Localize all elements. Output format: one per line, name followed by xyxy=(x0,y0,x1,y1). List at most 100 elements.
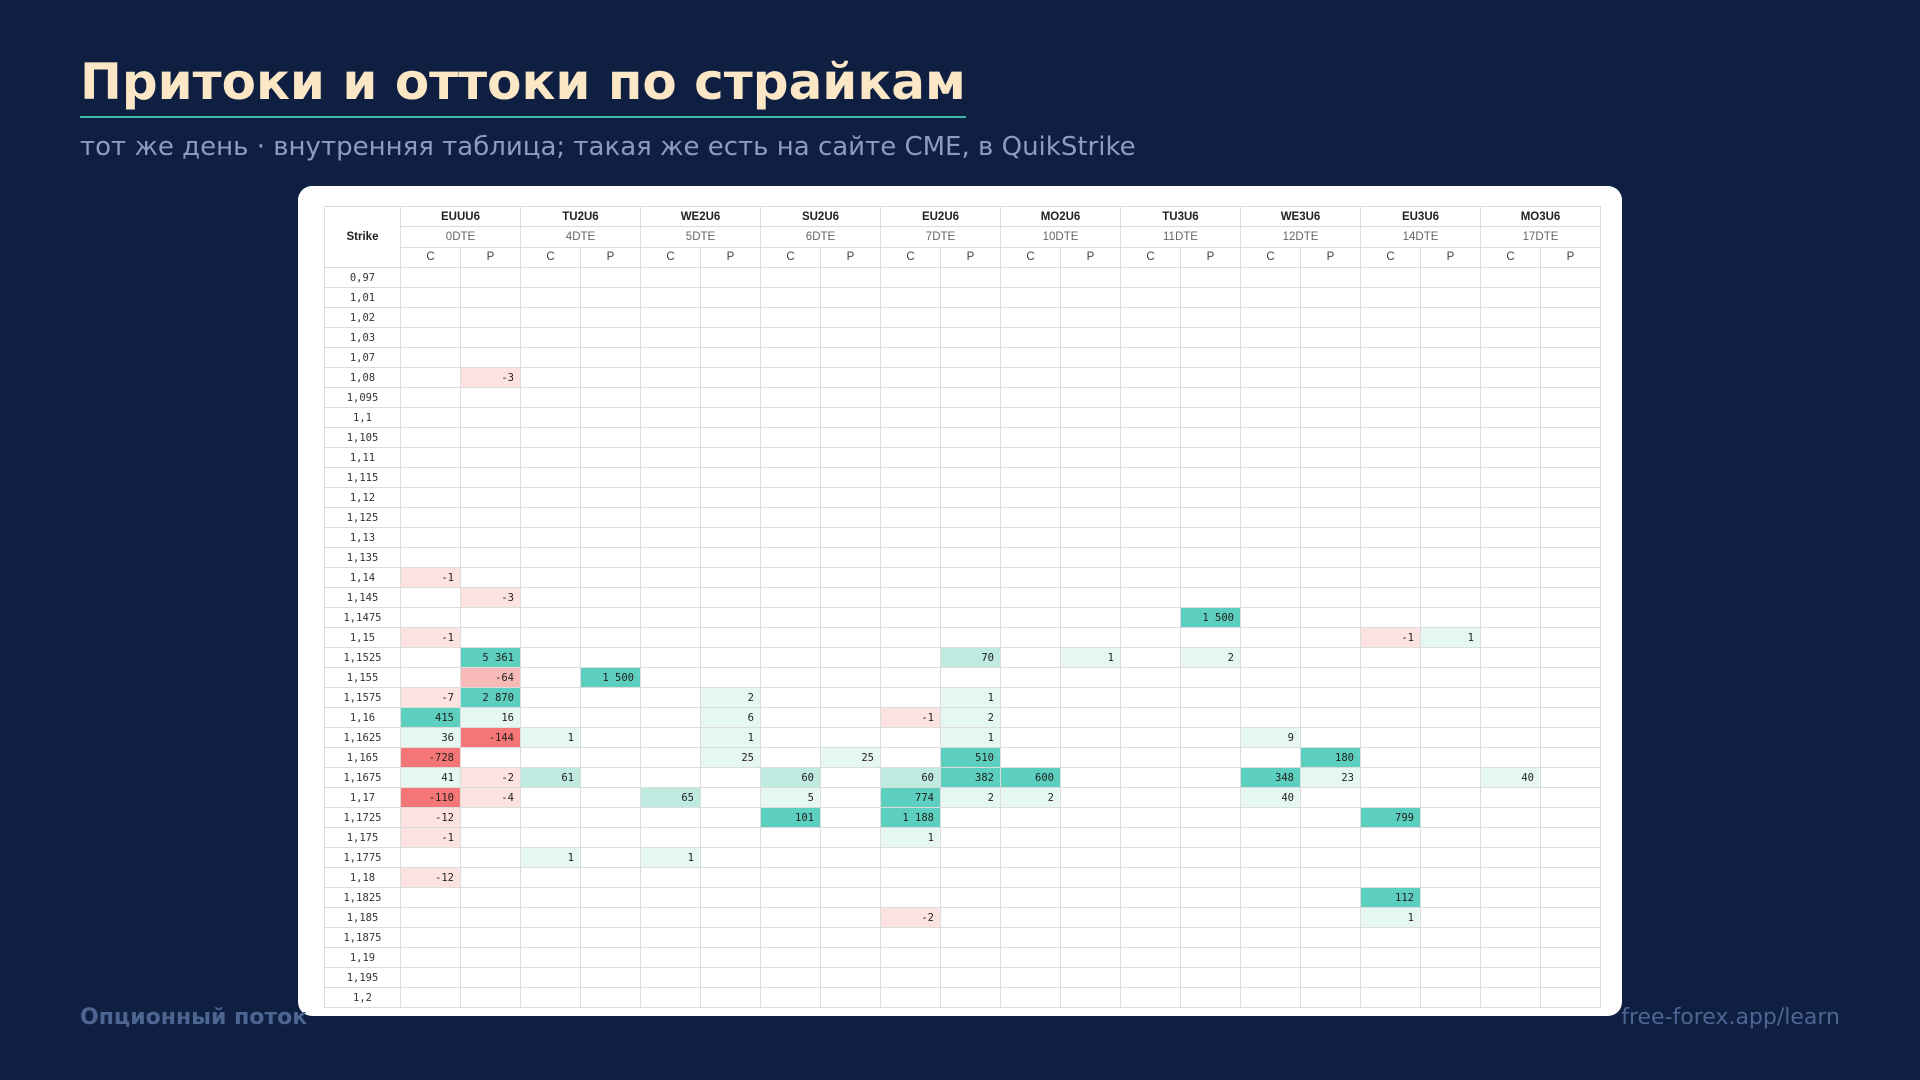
flow-cell: 1 xyxy=(940,687,1001,708)
flow-cell xyxy=(940,487,1001,508)
flow-cell xyxy=(1360,967,1421,988)
flow-cell xyxy=(1240,587,1301,608)
flow-cell xyxy=(940,907,1001,928)
table-row: 1,01 xyxy=(324,287,1601,308)
flow-cell xyxy=(460,407,521,428)
flow-cell xyxy=(580,287,641,308)
flow-cell xyxy=(880,447,941,468)
flow-cell xyxy=(520,787,581,808)
flow-cell xyxy=(1300,507,1361,528)
table-row: 1,03 xyxy=(324,327,1601,348)
flow-cell xyxy=(1000,747,1061,768)
flow-cell xyxy=(700,907,761,928)
flow-cell xyxy=(640,907,701,928)
table-row: 1,18 -12 xyxy=(324,867,1601,888)
flow-cell: 25 xyxy=(700,747,761,768)
table-row: 1,1675 41 -2 61 60 60 382 600 348 23 40 xyxy=(324,767,1601,788)
flow-cell xyxy=(700,927,761,948)
strike-cell: 1,07 xyxy=(324,347,401,368)
flow-cell: -4 xyxy=(460,787,521,808)
strike-cell: 1,1625 xyxy=(324,727,401,748)
flow-cell xyxy=(1240,707,1301,728)
flow-cell xyxy=(760,927,821,948)
flow-cell xyxy=(1540,447,1601,468)
expiry-dte-header: 4DTE xyxy=(520,226,641,248)
flow-cell xyxy=(820,587,881,608)
flow-cell xyxy=(1060,347,1121,368)
table-row: 0,97 xyxy=(324,267,1601,288)
strike-cell: 1,165 xyxy=(324,747,401,768)
table-row: 1,1525 5 361 70 1 2 xyxy=(324,647,1601,668)
flow-cell xyxy=(880,627,941,648)
flow-cell xyxy=(460,487,521,508)
flow-cell xyxy=(880,587,941,608)
footer-link[interactable]: free-forex.app/learn xyxy=(1621,1005,1840,1030)
flow-cell xyxy=(1060,727,1121,748)
flow-cell xyxy=(1420,727,1481,748)
flow-cell xyxy=(1360,387,1421,408)
table-row: 1,1625 36 -144 1 1 1 9 xyxy=(324,727,1601,748)
flow-cell xyxy=(760,587,821,608)
flow-cell: -2 xyxy=(460,767,521,788)
flow-cell xyxy=(1420,867,1481,888)
flow-cell xyxy=(1360,927,1421,948)
flow-cell xyxy=(1060,407,1121,428)
flow-cell xyxy=(700,827,761,848)
flow-cell xyxy=(940,527,1001,548)
flow-cell xyxy=(520,347,581,368)
flow-cell xyxy=(1480,887,1541,908)
flow-cell xyxy=(640,307,701,328)
flow-cell xyxy=(1300,807,1361,828)
flow-cell xyxy=(1000,367,1061,388)
flow-cell xyxy=(1240,647,1301,668)
strike-cell: 1,1525 xyxy=(324,647,401,668)
put-column-header: P xyxy=(1540,246,1601,269)
flow-cell xyxy=(940,387,1001,408)
flow-cell xyxy=(820,407,881,428)
flow-cell xyxy=(1240,487,1301,508)
flow-cell: 16 xyxy=(460,707,521,728)
flow-cell xyxy=(1420,487,1481,508)
flow-cell xyxy=(1360,327,1421,348)
flow-cell xyxy=(1180,827,1241,848)
flow-cell xyxy=(1060,567,1121,588)
flow-cell xyxy=(1120,627,1181,648)
flow-cell xyxy=(880,287,941,308)
flow-cell xyxy=(1420,907,1481,928)
strike-cell: 1,19 xyxy=(324,947,401,968)
flow-cell xyxy=(820,467,881,488)
flow-cell: -728 xyxy=(400,747,461,768)
flow-cell xyxy=(1060,447,1121,468)
flow-cell xyxy=(1240,887,1301,908)
flow-cell xyxy=(1180,407,1241,428)
flow-cell xyxy=(1540,267,1601,288)
flow-cell xyxy=(1360,547,1421,568)
flow-cell xyxy=(1180,627,1241,648)
flow-cell xyxy=(1540,727,1601,748)
flow-cell: 40 xyxy=(1240,787,1301,808)
flow-cell xyxy=(1540,787,1601,808)
flow-cell xyxy=(1420,387,1481,408)
flow-cell xyxy=(1480,287,1541,308)
flow-cell xyxy=(940,327,1001,348)
table-row: 1,1825 112 xyxy=(324,887,1601,908)
flow-cell xyxy=(1480,507,1541,528)
flow-cell xyxy=(1360,447,1421,468)
flow-cell xyxy=(580,567,641,588)
flow-cell xyxy=(820,527,881,548)
flow-cell xyxy=(1420,967,1481,988)
flow-cell xyxy=(820,627,881,648)
flow-cell xyxy=(460,987,521,1008)
flow-cell xyxy=(760,427,821,448)
flow-cell xyxy=(1540,427,1601,448)
flow-cell xyxy=(880,387,941,408)
flow-cell xyxy=(760,527,821,548)
flow-cell xyxy=(400,507,461,528)
flow-cell: 2 870 xyxy=(460,687,521,708)
flow-cell xyxy=(700,387,761,408)
flow-cell xyxy=(520,607,581,628)
flow-cell xyxy=(880,547,941,568)
flow-cell xyxy=(400,467,461,488)
table-row: 1,15 -1 -1 1 xyxy=(324,627,1601,648)
strike-cell: 1,15 xyxy=(324,627,401,648)
